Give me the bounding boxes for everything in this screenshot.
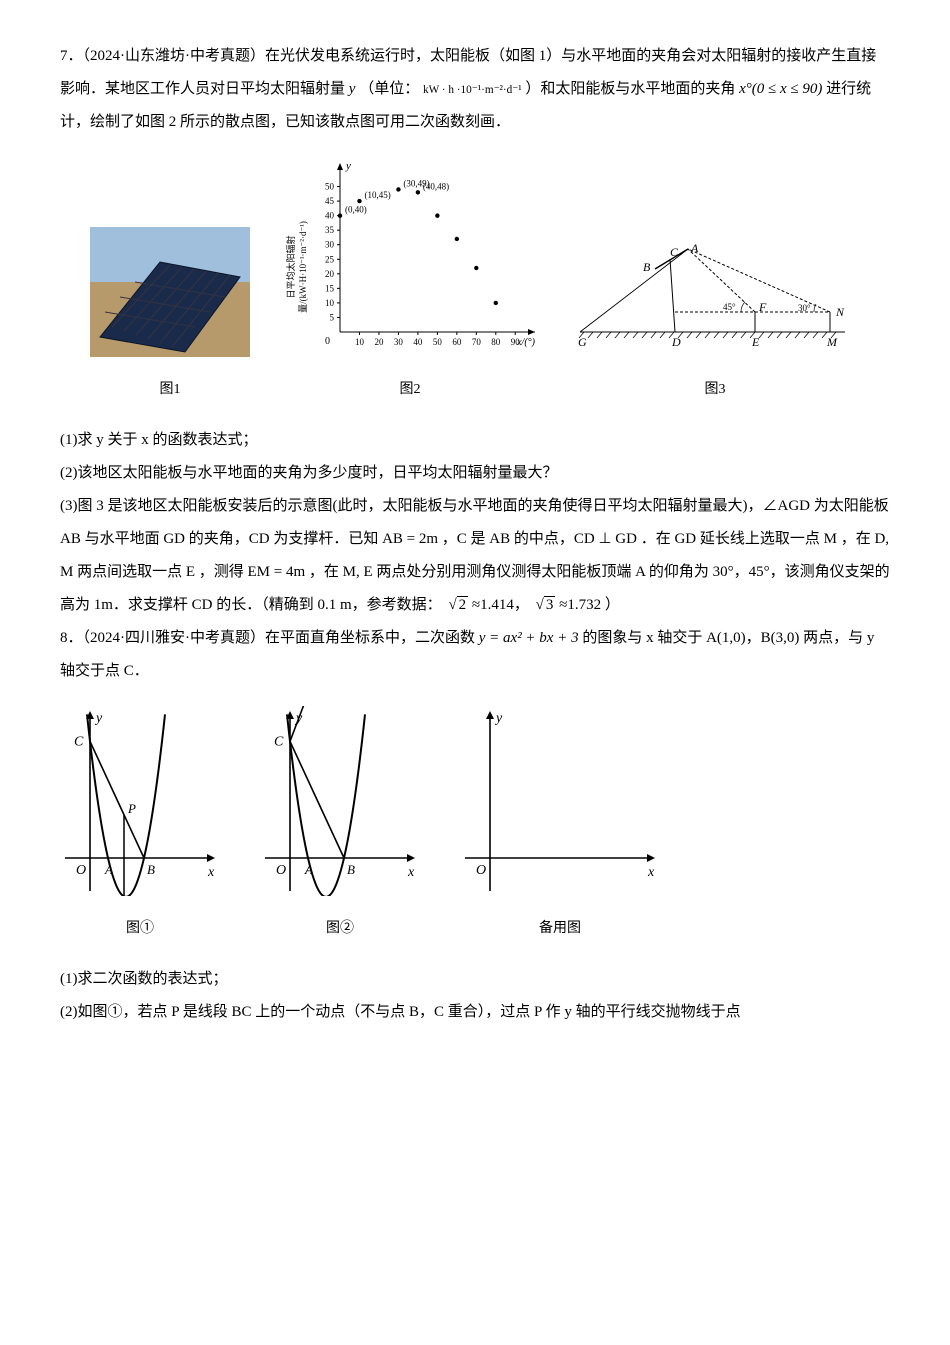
fig1-image (90, 227, 250, 357)
q8-eq: y = ax² + bx + 3 (479, 630, 579, 646)
svg-text:C: C (274, 734, 284, 749)
svg-text:O: O (476, 863, 486, 878)
svg-text:C: C (74, 734, 84, 749)
fig2-label: 图2 (280, 375, 540, 406)
q7-part3: (3)图 3 是该地区太阳能板安装后的示意图(此时，太阳能板与水平地面的夹角使得… (60, 490, 890, 622)
svg-text:x: x (207, 865, 215, 880)
svg-text:20: 20 (325, 269, 335, 279)
q7-unit-close: ）和太阳能板与水平地面的夹角 (525, 81, 739, 97)
svg-text:45: 45 (325, 196, 335, 206)
fig2-block: y01020304050607080905101520253035404550(… (280, 157, 540, 406)
svg-text:P: P (127, 801, 136, 816)
svg-text:量/(kW·H·10⁻¹·m⁻²·d⁻¹): 量/(kW·H·10⁻¹·m⁻²·d⁻¹) (298, 221, 308, 313)
svg-text:(10,45): (10,45) (364, 190, 390, 200)
svg-text:0: 0 (325, 336, 330, 347)
svg-text:x: x (407, 865, 415, 880)
q8-fig2-block: OyxABCDQA 图② (260, 706, 420, 945)
svg-text:30: 30 (325, 240, 335, 250)
q8-part2: (2)如图①，若点 P 是线段 BC 上的一个动点（不与点 B，C 重合），过点… (60, 996, 890, 1029)
svg-text:日平均太阳辐射: 日平均太阳辐射 (285, 235, 296, 298)
svg-text:B: B (643, 260, 651, 274)
svg-text:C: C (670, 245, 679, 259)
svg-text:25: 25 (325, 254, 335, 264)
svg-text:A: A (690, 241, 699, 255)
fig3-block: G D E M N F B CA 45° 30° 图3 (570, 237, 860, 406)
svg-text:50: 50 (433, 337, 443, 347)
q8-fig1-label: 图① (60, 914, 220, 945)
q7-p3-text: (3)图 3 是该地区太阳能板安装后的示意图(此时，太阳能板与水平地面的夹角使得… (60, 498, 890, 613)
q7-part2: (2)该地区太阳能板与水平地面的夹角为多少度时，日平均太阳辐射量最大？ (60, 457, 890, 490)
svg-text:A: A (104, 862, 113, 877)
q8-heading: 8．（2024·四川雅安·中考真题）在平面直角坐标系中，二次函数 y = ax²… (60, 622, 890, 688)
q8-fig2: OyxABCDQA (260, 706, 420, 896)
q7-figures-row: 图1 y010203040506070809051015202530354045… (60, 157, 890, 406)
svg-text:O: O (276, 863, 286, 878)
fig3-diagram: G D E M N F B CA 45° 30° (570, 237, 860, 357)
svg-text:y: y (94, 711, 103, 726)
svg-text:B: B (147, 862, 155, 877)
q8-fig3: Oy x (460, 706, 660, 896)
svg-text:40: 40 (325, 211, 335, 221)
svg-text:30: 30 (394, 337, 404, 347)
fig3-label: 图3 (570, 375, 860, 406)
svg-text:D: D (671, 335, 681, 349)
svg-text:10: 10 (325, 298, 335, 308)
q8-fig3-label: 备用图 (460, 914, 660, 945)
svg-text:10: 10 (355, 337, 365, 347)
svg-text:50: 50 (325, 182, 335, 192)
fig1-label: 图1 (90, 375, 250, 406)
q8-fig1: OyxABCPQ (60, 706, 220, 896)
sqrt2: 2 (445, 589, 468, 622)
q7-unit-body: kW · h ·10⁻¹·m⁻²·d⁻¹ (423, 84, 522, 96)
q7-heading: 7．（2024·山东潍坊·中考真题）在光伏发电系统运行时，太阳能板（如图 1）与… (60, 40, 890, 139)
var-x-range: x°(0 ≤ x ≤ 90) (739, 81, 822, 97)
svg-text:40: 40 (413, 337, 423, 347)
svg-text:y: y (494, 711, 503, 726)
q7-unit-open: （单位： (359, 81, 419, 97)
fig1-block: 图1 (90, 227, 250, 406)
svg-text:G: G (578, 335, 587, 349)
sqrt3-val: ≈1.732 ） (555, 597, 619, 613)
svg-text:35: 35 (325, 225, 335, 235)
svg-text:(40,48): (40,48) (423, 181, 449, 191)
q7-part1: (1)求 y 关于 x 的函数表达式； (60, 424, 890, 457)
svg-text:60: 60 (452, 337, 462, 347)
svg-text:80: 80 (491, 337, 501, 347)
svg-text:5: 5 (330, 312, 335, 322)
sqrt2-val: ≈1.414 (468, 597, 514, 613)
svg-text:M: M (826, 335, 838, 349)
q8-text-a: 8．（2024·四川雅安·中考真题）在平面直角坐标系中，二次函数 (60, 630, 479, 646)
svg-text:y: y (345, 160, 351, 172)
svg-text:A: A (304, 862, 313, 877)
svg-text:x: x (647, 865, 655, 880)
sqrt3: 3 (533, 589, 556, 622)
svg-text:F: F (758, 300, 767, 314)
svg-text:N: N (835, 305, 845, 319)
svg-text:20: 20 (374, 337, 384, 347)
scatter-chart: y01020304050607080905101520253035404550(… (280, 157, 540, 357)
svg-text:15: 15 (325, 283, 335, 293)
q8-part1: (1)求二次函数的表达式； (60, 963, 890, 996)
svg-text:(0,40): (0,40) (345, 205, 367, 215)
svg-text:x/(°): x/(°) (516, 337, 536, 348)
svg-text:B: B (347, 862, 355, 877)
svg-text:E: E (751, 335, 760, 349)
q8-fig3-block: Oy x 备用图 (460, 706, 660, 945)
q8-fig1-block: OyxABCPQ 图① (60, 706, 220, 945)
q8-fig2-label: 图② (260, 914, 420, 945)
svg-text:45°: 45° (723, 302, 736, 312)
svg-text:30°: 30° (798, 303, 811, 313)
svg-text:O: O (76, 863, 86, 878)
var-y: y (349, 81, 356, 97)
svg-text:70: 70 (472, 337, 482, 347)
q8-figures-row: OyxABCPQ 图① OyxABCDQA 图② Oyx 备用图 (60, 706, 890, 945)
